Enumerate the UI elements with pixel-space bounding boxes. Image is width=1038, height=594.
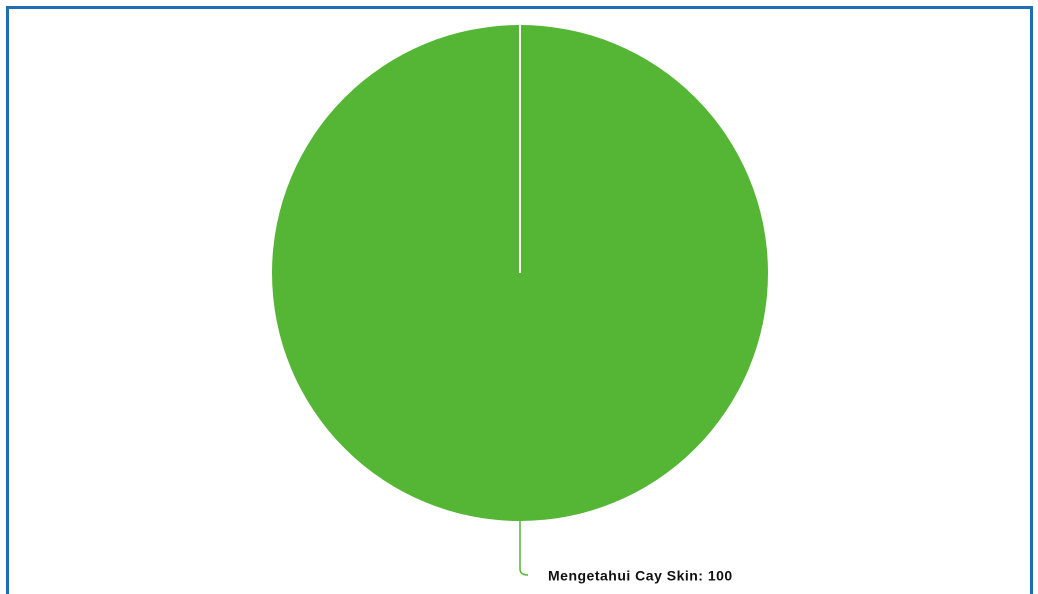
- data-label: Mengetahui Cay Skin: 100: [548, 568, 733, 584]
- leader-line: [519, 521, 529, 576]
